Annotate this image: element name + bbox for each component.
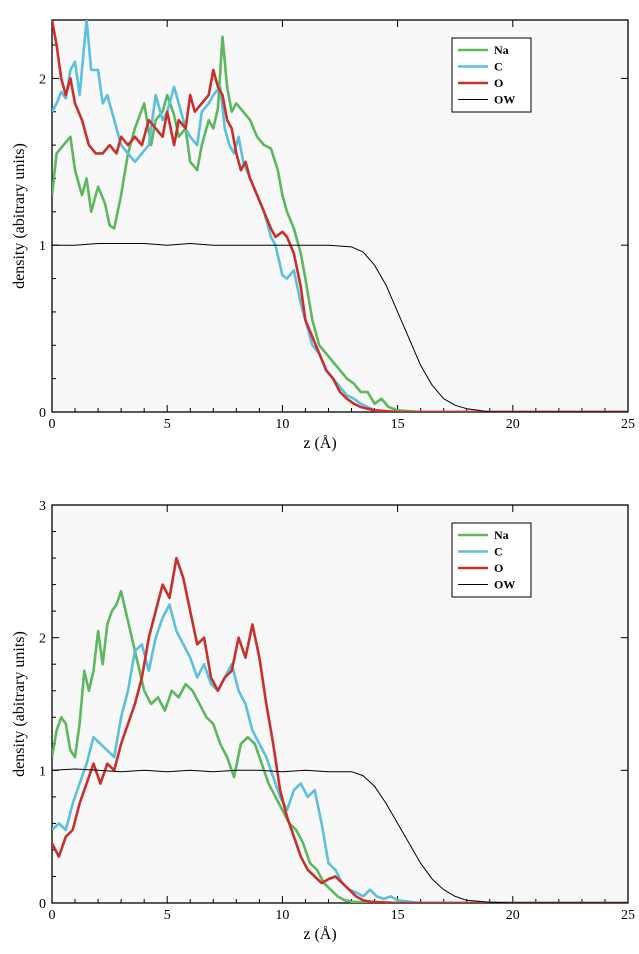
x-tick-label: 15	[391, 908, 405, 923]
x-tick-label: 25	[621, 417, 635, 432]
legend-label-na: Na	[494, 43, 509, 57]
x-tick-label: 5	[164, 908, 171, 923]
x-axis-title: z (Å)	[303, 434, 336, 452]
plot-area	[52, 20, 628, 412]
legend-label-ow: OW	[494, 93, 515, 107]
x-tick-label: 10	[275, 908, 289, 923]
legend-label-ow: OW	[494, 578, 515, 592]
y-tick-label: 2	[39, 72, 46, 87]
legend-label-na: Na	[494, 528, 509, 542]
x-tick-label: 20	[506, 417, 520, 432]
legend: Na CO OW	[452, 38, 531, 112]
legend-label-c: C	[494, 545, 503, 559]
y-tick-label: 0	[39, 406, 46, 421]
x-tick-label: 0	[49, 908, 56, 923]
legend-label-o: O	[494, 76, 503, 90]
y-axis-title: density (abitrary units)	[11, 143, 28, 289]
x-tick-label: 0	[49, 417, 56, 432]
x-tick-label: 5	[164, 417, 171, 432]
y-tick-label: 1	[39, 239, 46, 254]
y-tick-label: 0	[39, 897, 46, 912]
plot-area	[52, 505, 628, 903]
legend: Na CO OW	[452, 523, 531, 597]
x-axis-title: z (Å)	[303, 925, 336, 943]
legend-label-o: O	[494, 561, 503, 575]
chart-panel-1: 0 5 10 15 20 25 0 1 2 z (Å) density (abitrary unit…	[11, 20, 635, 452]
x-tick-label: 15	[391, 417, 405, 432]
x-tick-label: 25	[621, 908, 635, 923]
x-tick-label: 20	[506, 908, 520, 923]
y-tick-label: 1	[39, 764, 46, 779]
legend-label-c: C	[494, 60, 503, 74]
x-tick-label: 10	[275, 417, 289, 432]
y-tick-label: 2	[39, 632, 46, 647]
y-axis-title: density (abitrary units)	[11, 631, 28, 777]
chart-panel-2: 0 5 10 15 20 25 0 1 2 3 z (Å) density (abitrary uni…	[11, 499, 635, 943]
y-tick-label: 3	[39, 499, 46, 514]
